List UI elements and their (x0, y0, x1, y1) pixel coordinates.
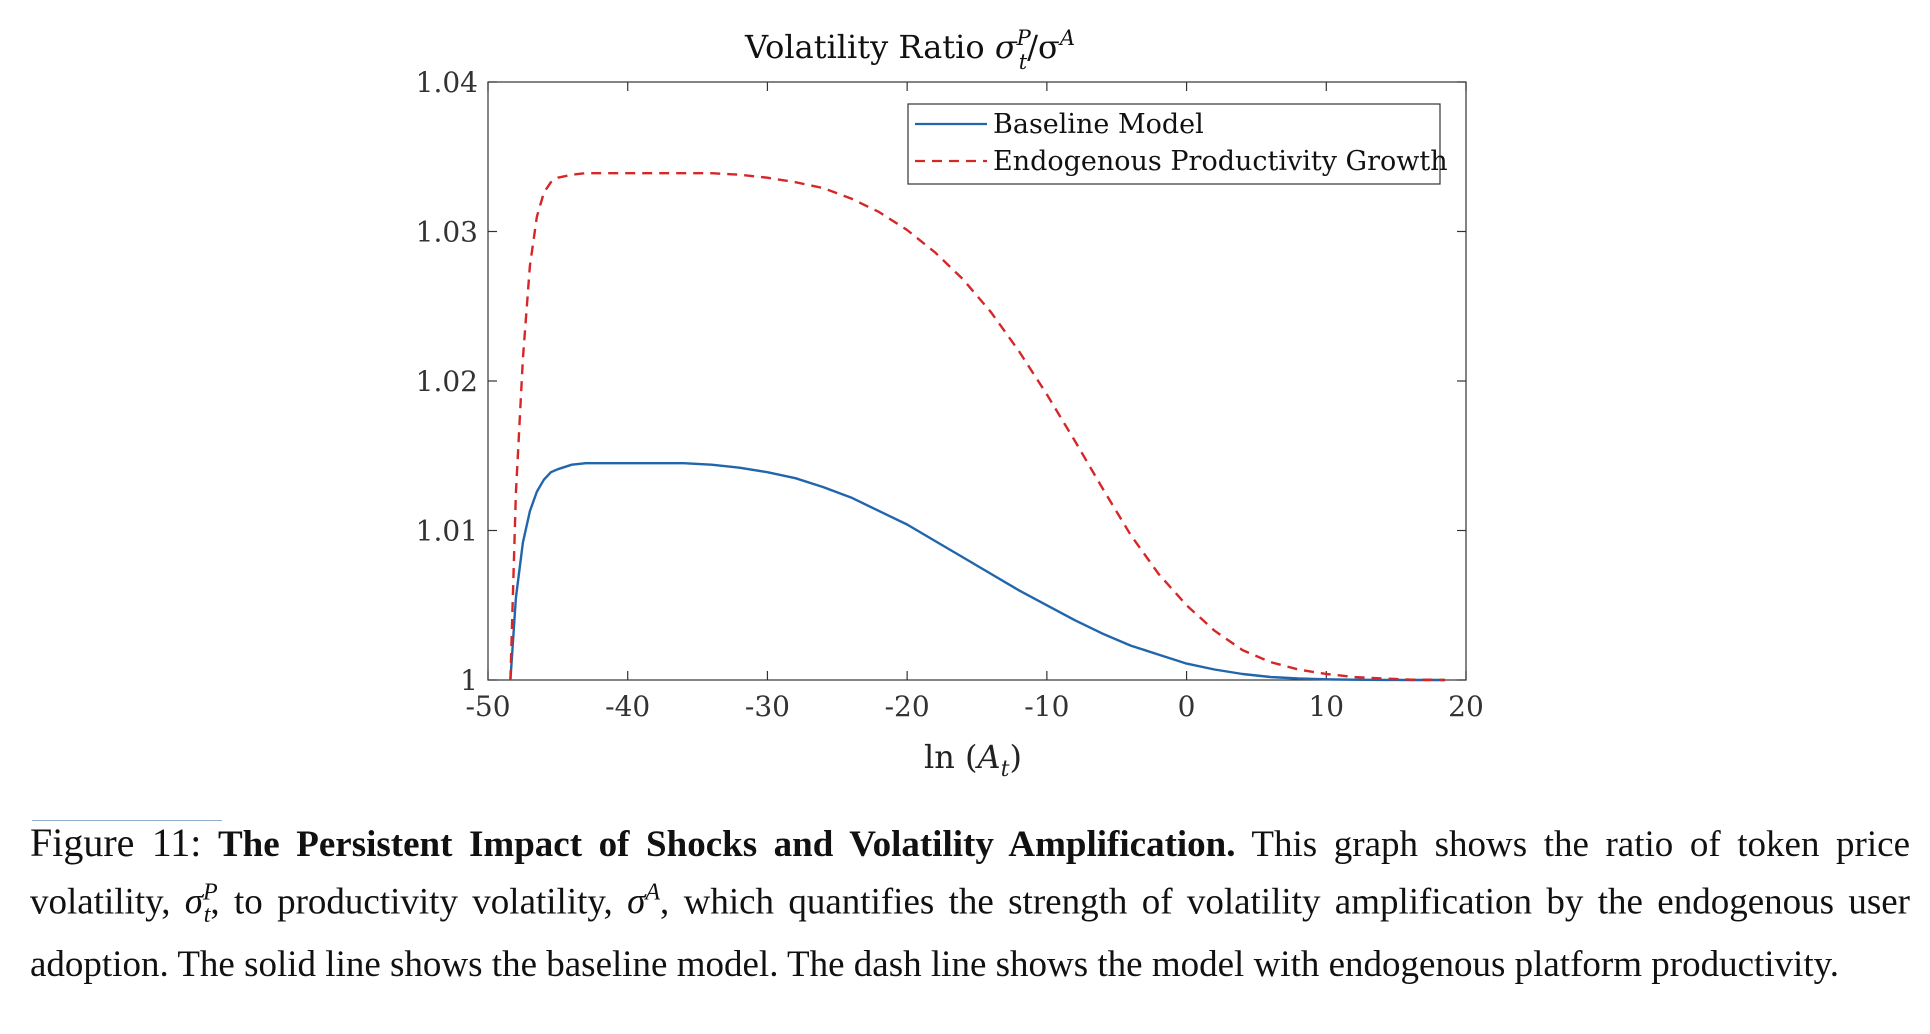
series-line-baseline (509, 462, 1445, 682)
caption-math-sigma-p: σPt (184, 880, 218, 928)
series-layer (509, 172, 1446, 682)
x-tick-label: 10 (1308, 690, 1344, 723)
legend-label-endogenous: Endogenous Productivity Growth (993, 146, 1448, 177)
chart-title: Volatility Ratio σP t/σA (744, 26, 1075, 74)
y-axis-ticks: 1 1.01 1.02 1.03 1.04 (416, 66, 1466, 697)
y-tick-label: 1.01 (416, 515, 478, 548)
y-tick-label: 1.04 (416, 66, 478, 99)
x-tick-label: -40 (605, 690, 650, 723)
y-tick-label: 1.03 (416, 216, 478, 249)
caption-text-2: , to productivity volatility, (210, 881, 628, 923)
caption-text-3: , which quantifies the strength of volat… (30, 881, 1911, 985)
x-tick-label: -10 (1024, 690, 1069, 723)
legend-box (907, 103, 1441, 185)
caption-math-sigma-a: σA (627, 880, 661, 923)
y-tick-label: 1 (460, 664, 478, 697)
caption-rule (32, 820, 222, 821)
x-tick-label: 20 (1448, 690, 1484, 723)
series-line-endogenous (509, 172, 1446, 682)
x-tick-label: -30 (745, 690, 790, 723)
figure-label: Figure 11: (30, 820, 202, 865)
figure-caption: Figure 11: The Persistent Impact of Shoc… (30, 818, 1910, 989)
y-tick-label: 1.02 (416, 365, 478, 398)
legend: Baseline Model Endogenous Productivity G… (907, 103, 1448, 185)
caption-text-1: This graph shows the ratio of token pric… (30, 824, 1911, 923)
x-axis-label: ln (At) (924, 738, 1022, 782)
chart: Volatility Ratio σP t/σA -50 -40 -30 -20 -10 0… (416, 26, 1484, 782)
x-axis-ticks: -50 -40 -30 -20 -10 0 10 20 (465, 82, 1484, 723)
caption-title: The Persistent Impact of Shocks and Vola… (218, 824, 1236, 865)
x-tick-label: -20 (885, 690, 930, 723)
x-tick-label: 0 (1178, 690, 1196, 723)
x-tick-label: -50 (465, 690, 510, 723)
legend-label-baseline: Baseline Model (993, 109, 1204, 140)
